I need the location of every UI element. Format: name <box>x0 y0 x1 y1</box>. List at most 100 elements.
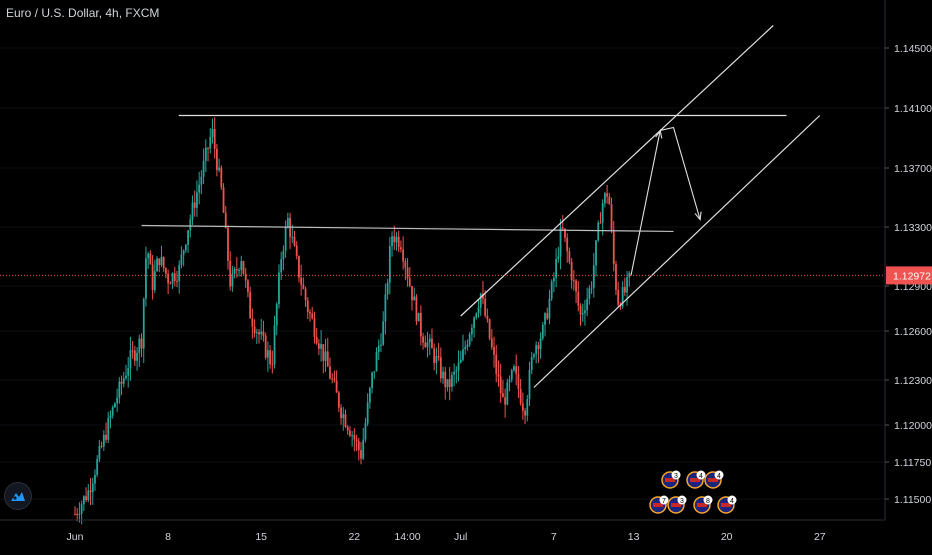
candle <box>386 278 389 300</box>
time-axis[interactable]: Jun 8 15 22 14:00 Jul 7 13 20 27 <box>0 519 885 543</box>
projection-path[interactable] <box>630 126 701 276</box>
candle <box>499 363 502 403</box>
candle <box>140 333 143 358</box>
grid <box>0 47 885 500</box>
candle <box>200 170 203 194</box>
candle <box>173 266 176 287</box>
candle <box>470 324 473 342</box>
horizontal-level-line[interactable] <box>141 224 674 233</box>
time-tick-label: 13 <box>628 531 640 543</box>
candle <box>125 364 127 381</box>
candle <box>87 484 90 503</box>
drawings[interactable] <box>141 25 821 388</box>
candle <box>355 434 358 451</box>
price-tick-label: 1.14100 <box>894 103 932 115</box>
candle <box>592 252 595 298</box>
candle <box>324 338 327 372</box>
candle <box>102 430 105 452</box>
candle <box>550 279 553 301</box>
candle <box>557 246 560 263</box>
economic-event-flag-icon[interactable]: 4 <box>686 470 706 489</box>
candle <box>575 278 577 304</box>
candle <box>377 339 380 361</box>
time-tick-label: 20 <box>721 531 733 543</box>
candle <box>408 267 411 288</box>
channel-upper-line[interactable] <box>460 25 774 317</box>
candle <box>136 347 138 371</box>
candle <box>244 267 247 288</box>
economic-event-flag-icon[interactable]: 3 <box>661 470 681 489</box>
candle <box>561 215 564 231</box>
economic-event-flag-icon[interactable]: 4 <box>704 470 724 489</box>
candle <box>271 350 274 374</box>
event-count-badge: 8 <box>706 498 710 505</box>
candle <box>490 329 493 351</box>
candle <box>610 197 613 234</box>
candle <box>346 424 349 435</box>
candle <box>453 363 456 387</box>
candle <box>82 495 85 511</box>
candle <box>302 277 305 290</box>
candle <box>160 245 163 267</box>
candle <box>315 328 318 346</box>
candle <box>431 328 433 349</box>
economic-events[interactable]: 3 4 4 7 3 8 4 <box>649 470 737 514</box>
candle <box>162 256 165 272</box>
candle <box>94 469 96 491</box>
economic-event-flag-icon[interactable]: 3 <box>667 495 687 514</box>
candle <box>222 183 225 214</box>
candle <box>400 240 402 253</box>
candle <box>451 371 453 392</box>
candle <box>224 205 227 229</box>
time-tick-label: 7 <box>551 531 557 543</box>
candle <box>606 184 609 204</box>
candle <box>344 409 347 428</box>
candle <box>446 379 449 392</box>
candle <box>544 312 546 337</box>
candle <box>455 366 458 384</box>
candle <box>439 347 442 383</box>
candle <box>368 386 371 409</box>
candle <box>584 299 586 326</box>
candle <box>559 218 562 270</box>
candle <box>608 192 611 205</box>
candle <box>293 230 296 247</box>
candle <box>422 332 424 350</box>
candle <box>198 171 201 205</box>
channel-lower-line[interactable] <box>533 115 821 388</box>
candle <box>504 388 507 418</box>
candle <box>388 236 391 295</box>
candle <box>588 285 591 305</box>
price-tick-label: 1.14500 <box>894 43 932 55</box>
candle <box>530 351 533 375</box>
candle <box>156 256 158 272</box>
candle <box>109 410 112 429</box>
tradingview-logo-icon[interactable] <box>4 482 32 510</box>
event-count-badge: 4 <box>717 473 721 480</box>
candle <box>502 379 504 398</box>
candle <box>342 407 345 431</box>
current-price-tag <box>886 266 932 285</box>
candle <box>417 312 420 322</box>
candle <box>528 361 531 407</box>
economic-event-flag-icon[interactable]: 7 <box>649 495 669 514</box>
candle <box>282 245 285 271</box>
arrow-head-down <box>694 211 702 221</box>
candle <box>526 394 529 422</box>
candle <box>240 255 243 277</box>
candle <box>424 335 427 348</box>
candle <box>215 143 218 177</box>
candle <box>570 258 573 289</box>
candle <box>437 342 440 361</box>
candle <box>202 148 205 184</box>
candle <box>493 336 495 368</box>
candle <box>626 271 628 306</box>
candle <box>74 506 76 516</box>
candle <box>360 441 362 465</box>
price-axis[interactable]: 1.145001.141001.137001.133001.129001.126… <box>884 0 932 520</box>
economic-event-flag-icon[interactable]: 4 <box>717 495 737 514</box>
candle <box>96 455 99 478</box>
economic-event-flag-icon[interactable]: 8 <box>693 495 713 514</box>
